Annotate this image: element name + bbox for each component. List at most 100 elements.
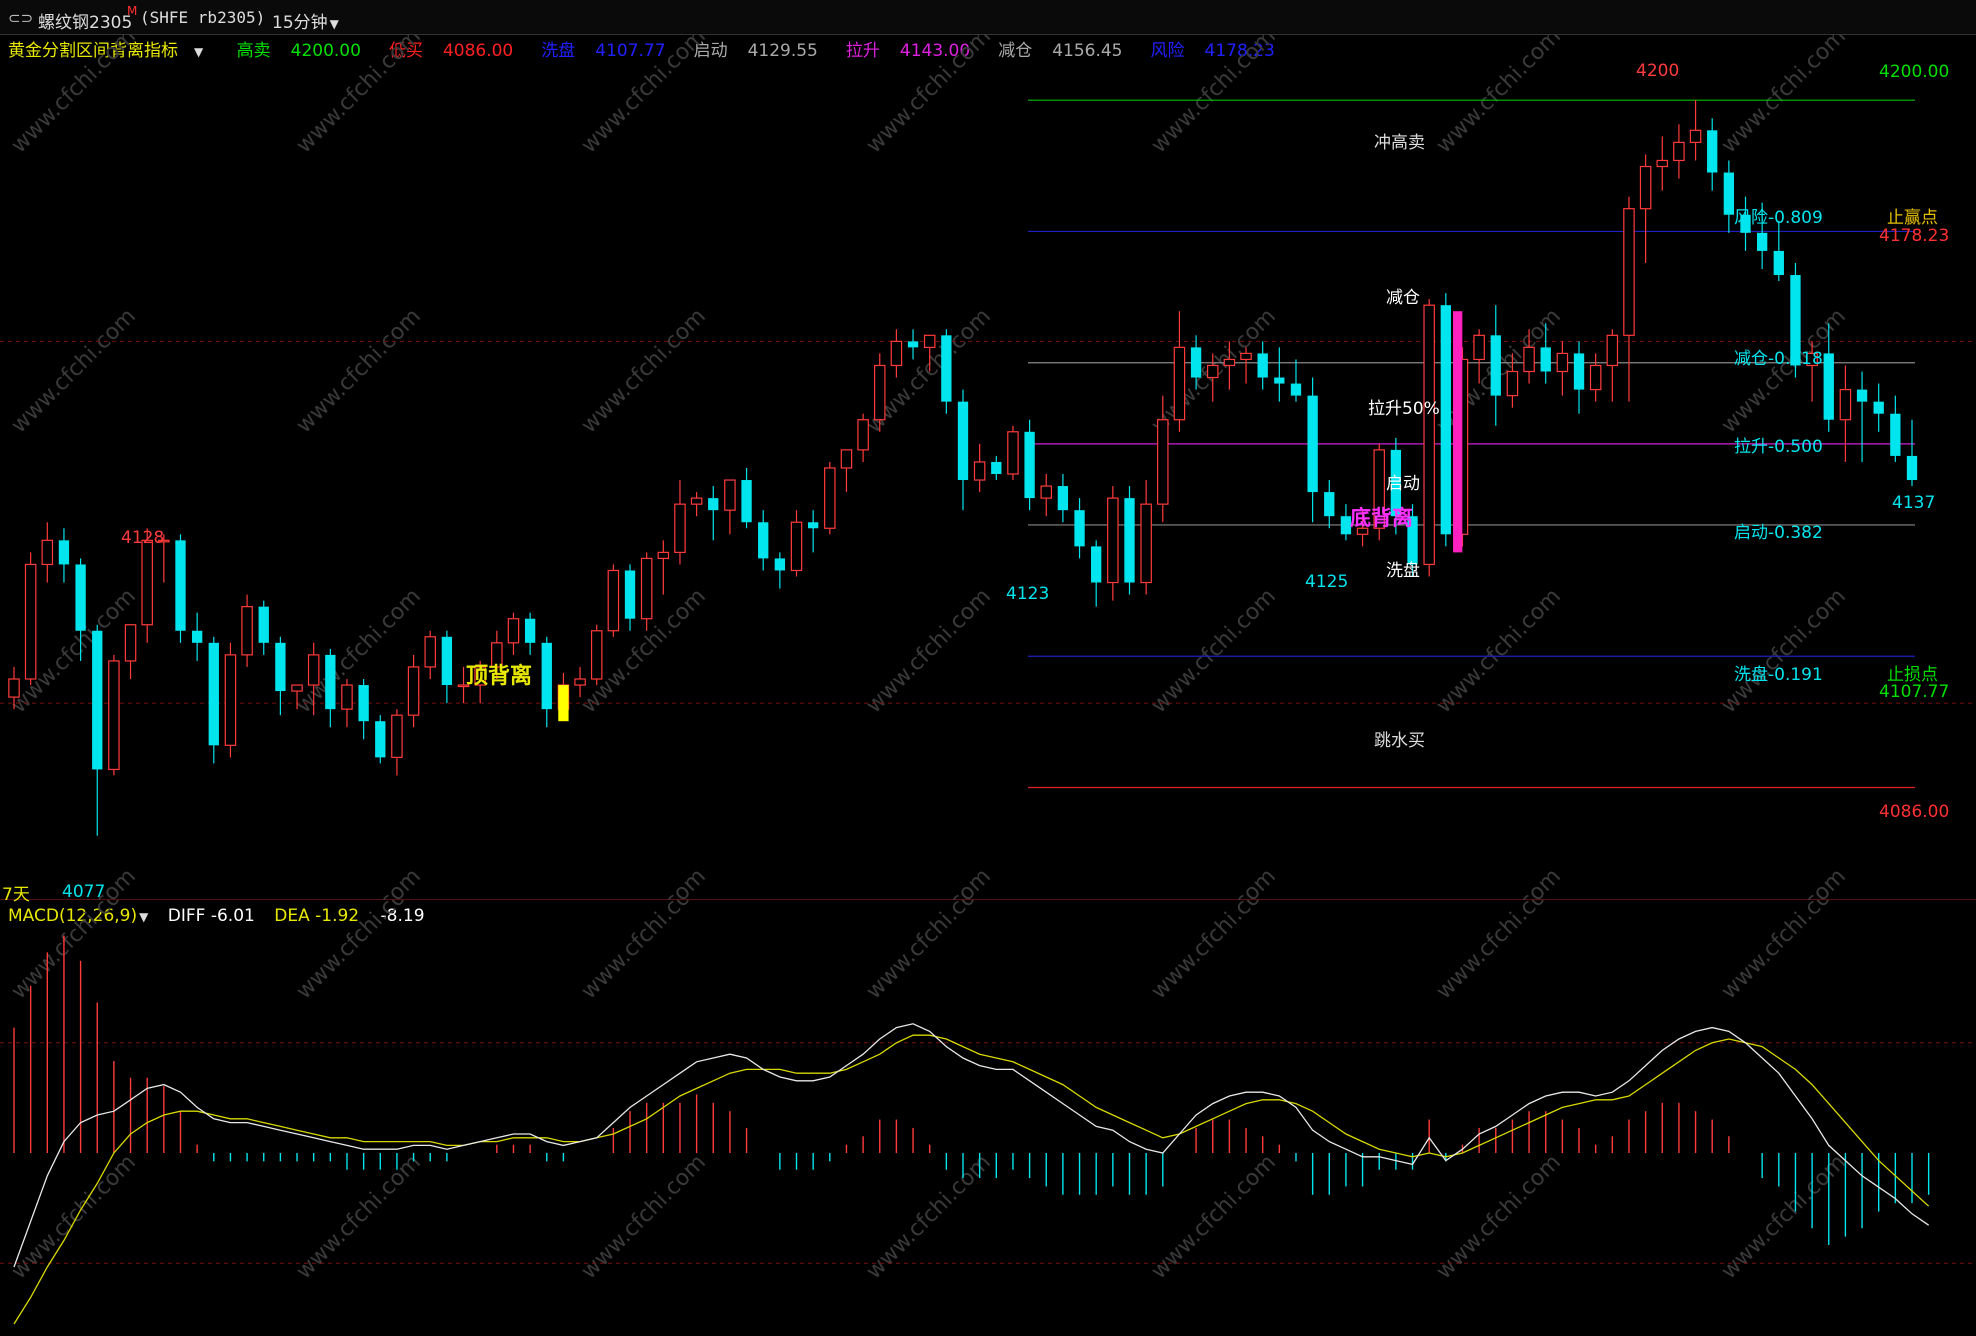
xi-pan-label: 洗盘 <box>1386 561 1420 581</box>
candle-body <box>1324 492 1335 517</box>
candle-body <box>1407 516 1418 565</box>
indicator-item-label: 风险 <box>1150 41 1185 61</box>
jian-cang-label: 减仓 <box>1386 288 1420 308</box>
candle-body <box>1223 358 1236 367</box>
candle-body <box>358 685 369 722</box>
watermark-text: www.cfchi.com <box>1432 1150 1566 1284</box>
candle-body <box>1040 485 1053 499</box>
candle-body <box>873 364 886 421</box>
candle-body <box>191 630 203 643</box>
tiao-shui-mai-label: 跳水买 <box>1374 731 1425 751</box>
candle-body <box>175 540 186 631</box>
candle-body <box>1140 503 1152 584</box>
indicator-item-label: 洗盘 <box>541 41 576 61</box>
candle-body <box>474 666 486 686</box>
candle-body <box>341 684 353 710</box>
candle-body <box>907 341 919 348</box>
candle-body <box>1856 389 1868 402</box>
indicator-item-label: 低买 <box>388 41 423 61</box>
indicator-item-label: 拉升 <box>845 41 880 61</box>
candle-body <box>1689 129 1702 143</box>
candlestick-chart[interactable]: www.cfchi.com www.cfchi.com www.cfchi.com w… <box>0 34 1976 900</box>
watermark-text: www.cfchi.com <box>1432 584 1566 718</box>
bottom-divergence-bar <box>1453 311 1463 553</box>
candle-body <box>1257 353 1268 378</box>
candle-body <box>708 498 719 511</box>
contract-name[interactable]: 螺纹钢2305 <box>38 13 133 33</box>
candle-body <box>941 335 952 402</box>
candle-body <box>507 618 520 644</box>
candle-body <box>724 479 736 511</box>
watermark-text: www.cfchi.com <box>577 1150 711 1284</box>
watermark-text: www.cfchi.com <box>292 900 426 1004</box>
diff-line <box>13 1023 1930 1268</box>
candle-body <box>758 522 769 559</box>
candle-body <box>1057 486 1069 511</box>
candle-body <box>1173 346 1186 421</box>
candle-body <box>275 642 286 692</box>
candle-body <box>1589 364 1602 391</box>
indicator-item: 减仓 4156.45 <box>998 41 1136 61</box>
candle-body <box>58 540 70 565</box>
watermark-text: www.cfchi.com <box>1717 584 1851 718</box>
indicator-item: 洗盘 4107.77 <box>541 41 679 61</box>
candle-body <box>1906 455 1918 481</box>
candle-body <box>1074 510 1085 547</box>
indicator-item-value: 4129.55 <box>747 41 818 61</box>
indicator-item: 拉升 4143.00 <box>846 41 984 61</box>
candle-body <box>1307 395 1318 493</box>
link-icon[interactable]: ⊂⊃ <box>8 9 34 27</box>
candle-body <box>1790 275 1801 366</box>
watermark-text: www.cfchi.com <box>862 584 996 718</box>
candle-body <box>1423 304 1435 566</box>
candle-body <box>325 654 336 710</box>
candle-body <box>375 721 386 758</box>
watermark-text: www.cfchi.com <box>7 304 141 438</box>
candle-body <box>1206 364 1219 379</box>
watermark-text: www.cfchi.com <box>7 1150 141 1284</box>
candle-body <box>141 539 153 626</box>
candle-body <box>1490 335 1501 396</box>
candle-body <box>857 419 869 451</box>
candle-body <box>424 636 436 668</box>
candle-body <box>258 606 269 643</box>
indicator-selector[interactable]: 黄金分割区间背离指标 ▼ <box>8 41 217 61</box>
candles <box>8 100 1918 836</box>
watermark-text: www.cfchi.com <box>1717 864 1851 900</box>
watermark-text: www.cfchi.com <box>1147 584 1281 718</box>
watermark-text: www.cfchi.com <box>577 34 711 158</box>
macd-selector[interactable]: MACD(12,26,9) ▼ <box>8 906 148 926</box>
watermark-text: www.cfchi.com <box>862 900 996 1004</box>
chevron-down-icon: ▼ <box>329 17 339 31</box>
candle-body <box>1024 431 1035 499</box>
candle-body <box>1740 214 1751 233</box>
period-selector[interactable]: 15分钟 ▼ <box>272 8 339 33</box>
watermark-text: www.cfchi.com <box>1147 864 1281 900</box>
indicator-item-value: 4156.45 <box>1052 41 1123 61</box>
price-4107-label: 4107.77 <box>1879 682 1950 702</box>
price-4178-label: 4178.23 <box>1879 226 1950 246</box>
watermark-text: www.cfchi.com <box>1147 900 1281 1004</box>
candle-body <box>657 551 670 560</box>
lift-fib-label: 拉升-0.500 <box>1734 437 1823 457</box>
indicator-item-value: 4178.23 <box>1204 41 1275 61</box>
watermark-text: www.cfchi.com <box>7 900 141 1004</box>
candle-body <box>1890 413 1901 456</box>
candle-body <box>1440 305 1451 535</box>
watermark-text: www.cfchi.com <box>1717 900 1851 1004</box>
watermark-text: www.cfchi.com <box>7 34 141 158</box>
candle-body <box>774 558 786 571</box>
macd-histogram <box>13 935 1930 1245</box>
indicator-item: 风险 4178.23 <box>1151 41 1289 61</box>
candle-body <box>1606 334 1619 367</box>
low-label-4123: 4123 <box>1006 584 1050 604</box>
candle-body <box>1656 159 1669 168</box>
macd-chart[interactable]: www.cfchi.com www.cfchi.com www.cfchi.com w… <box>0 900 1976 1336</box>
candle-body <box>208 642 219 746</box>
candle-body <box>1107 497 1119 584</box>
start-fib-label: 启动-0.382 <box>1734 523 1823 543</box>
candle-body <box>524 618 536 643</box>
grid <box>0 1042 1976 1264</box>
watermark-text: www.cfchi.com <box>292 1150 426 1284</box>
candle-body <box>840 449 853 469</box>
